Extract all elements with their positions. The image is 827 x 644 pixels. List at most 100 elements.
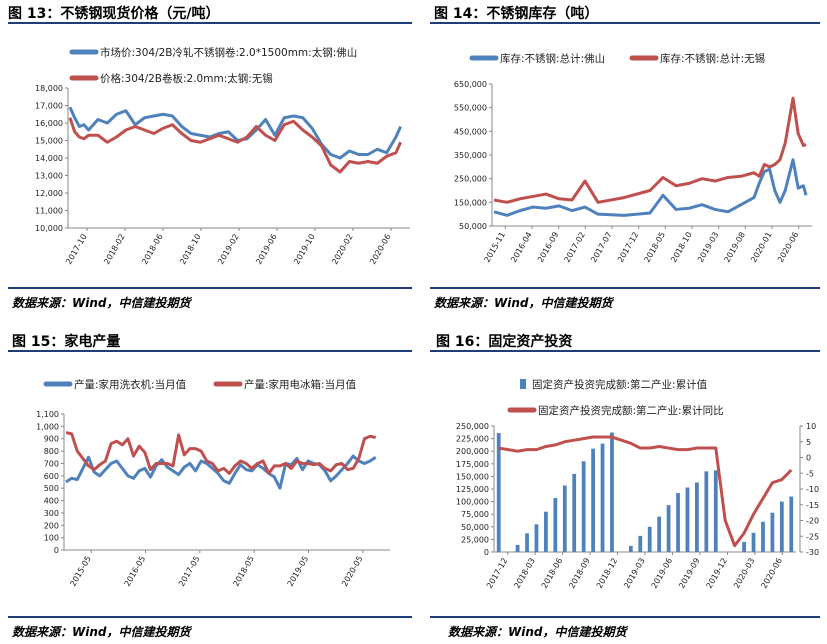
c15-ytick-label: 600 <box>44 472 59 481</box>
c14-xtick-label: 2017-12 <box>616 231 641 264</box>
c16-ytick-label: 250,000 <box>456 422 489 431</box>
c13-ytick-label: 12,000 <box>35 189 63 198</box>
c16-ytick-label: 0 <box>484 548 489 557</box>
c14-xtick-label: 2020-01 <box>749 231 774 264</box>
fig16-source: 数据来源：Wind，中信建投期货 <box>448 625 627 639</box>
c16-bar <box>713 470 718 552</box>
c14-xtick-label: 2016-04 <box>509 231 534 264</box>
c14-xtick-label: 2019-03 <box>696 231 721 264</box>
c15-xtick-label: 2017-05 <box>177 555 202 588</box>
c15-ytick-label: 900 <box>44 435 59 444</box>
c15-xtick-label: 2019-05 <box>286 555 311 588</box>
c16-bar <box>761 521 765 552</box>
fig14-top-rule <box>430 22 820 24</box>
c16-y2tick-label: -25 <box>806 532 819 541</box>
fig16-bottom-rule <box>430 616 820 618</box>
c13-ytick-label: 18,000 <box>35 84 63 93</box>
fig15-source: 数据来源：Wind，中信建投期货 <box>12 625 191 639</box>
c14-xtick-label: 2019-08 <box>723 231 748 264</box>
c15-ytick-label: 400 <box>44 497 59 506</box>
c14-ytick-label: 550,000 <box>454 104 487 113</box>
c14-xtick-label: 2015-11 <box>483 231 508 264</box>
c16-bar <box>770 512 775 552</box>
c16-xtick-label: 2019-12 <box>705 557 730 590</box>
c16-bar <box>742 541 746 552</box>
c16-xtick-label: 2018-09 <box>567 557 592 590</box>
c16-legend-swatch <box>520 379 526 389</box>
c16-bar <box>647 526 652 552</box>
c13-xtick-label: 2019-10 <box>292 233 317 266</box>
c16-bar <box>695 482 699 552</box>
c15-ytick-label: 300 <box>44 509 59 518</box>
c15-xtick-label: 2015-05 <box>68 555 93 588</box>
c16-bar <box>685 487 690 552</box>
c16-y2tick-label: -20 <box>806 517 819 526</box>
c16-y2tick-label: 10 <box>806 422 816 431</box>
c16-xtick-label: 2018-12 <box>595 557 620 590</box>
c14-xtick-label: 2018-05 <box>643 230 668 263</box>
c13-xtick-label: 2019-06 <box>254 233 279 266</box>
c16-xtick-label: 2020-06 <box>759 557 784 590</box>
c16-ytick-label: 175,000 <box>456 460 489 469</box>
c16-bar <box>544 511 548 552</box>
c15-xtick-label: 2020-05 <box>340 555 365 588</box>
fig14-chart: 50,000 150,000 250,000 350,000 450,000 550,00… <box>454 52 812 264</box>
c14-xtick-label: 2020-06 <box>776 231 801 264</box>
c16-ytick-label: 150,000 <box>456 472 489 481</box>
fig16-top-rule <box>430 350 820 352</box>
c16-bar <box>779 501 784 552</box>
c13-xtick-label: 2018-10 <box>178 233 203 266</box>
c13-xtick-label: 2018-02 <box>102 233 127 266</box>
c15-legend-label: 产量:家用电冰箱:当月值 <box>244 378 357 391</box>
fig14-source: 数据来源：Wind，中信建投期货 <box>434 296 613 310</box>
c13-ytick-label: 17,000 <box>35 102 63 111</box>
c15-ytick-label: 100 <box>44 534 59 543</box>
c15-legend-label: 产量:家用洗衣机:当月值 <box>74 378 187 391</box>
c15-ytick-label: 1,000 <box>36 422 59 431</box>
fig16-chart: 0 25,000 50,000 75,000 100,000 125,000 150,000… <box>456 378 819 590</box>
c14-series-line-1 <box>493 96 807 204</box>
c16-bar <box>525 533 529 552</box>
c16-bar <box>553 498 558 552</box>
c15-ytick-label: 200 <box>44 521 59 530</box>
c16-series-line <box>498 435 793 548</box>
c16-ytick-label: 100,000 <box>456 498 489 507</box>
fig14-title: 图 14：不锈钢库存（吨） <box>434 6 599 22</box>
c16-bar <box>496 433 501 552</box>
fig15-chart: 0 100 200 300 400 500 600 700 800 900 1,000 1,100 20… <box>36 378 390 588</box>
c13-xtick-label: 2019-02 <box>216 233 241 266</box>
fig15-top-rule <box>8 350 412 352</box>
c16-y2tick-label: -10 <box>806 485 819 494</box>
fig15-title: 图 15：家电产量 <box>12 334 121 350</box>
fig15-bottom-rule <box>8 616 412 618</box>
c13-series-line-1 <box>68 117 402 174</box>
c16-bar <box>581 461 586 552</box>
c16-ytick-label: 75,000 <box>461 510 489 519</box>
c15-ytick-label: 1,100 <box>36 410 59 419</box>
c16-bar <box>657 516 662 552</box>
c14-ytick-label: 450,000 <box>454 127 487 136</box>
c14-ytick-label: 50,000 <box>459 222 487 231</box>
c13-ytick-label: 10,000 <box>35 224 63 233</box>
fig13-top-rule <box>8 22 412 24</box>
c16-ytick-label: 50,000 <box>461 523 489 532</box>
c14-xtick-label: 2016-09 <box>536 231 561 264</box>
c15-ytick-label: 800 <box>44 447 59 456</box>
c15-ytick-label: 700 <box>44 459 59 468</box>
c16-y2tick-label: 5 <box>806 438 811 447</box>
c13-legend-label: 价格:304/2B卷板:2.0mm:太钢:无锡 <box>100 72 273 85</box>
c16-bar <box>704 471 709 552</box>
c16-y2tick-label: -15 <box>806 501 819 510</box>
c16-bar <box>515 544 520 552</box>
c14-xtick-label: 2017-07 <box>589 231 614 264</box>
c16-ytick-label: 225,000 <box>456 435 489 444</box>
c16-bar <box>751 532 756 552</box>
fig14-bottom-rule <box>430 287 820 289</box>
c16-xtick-label: 2019-06 <box>650 557 675 590</box>
fig13-bottom-rule <box>8 287 412 289</box>
c15-series-line-1 <box>65 431 377 475</box>
c16-xtick-label: 2019-03 <box>622 557 647 590</box>
c13-xtick-label: 2020-02 <box>330 233 355 266</box>
c16-bar <box>572 473 577 552</box>
c15-xtick-label: 2016-05 <box>123 555 148 588</box>
